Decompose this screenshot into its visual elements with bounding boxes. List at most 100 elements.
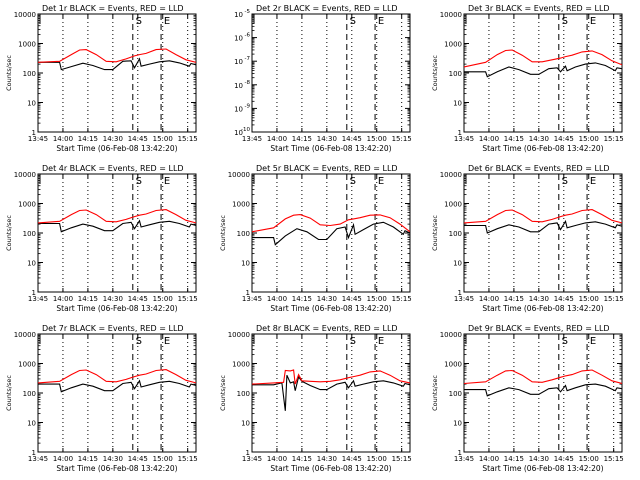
y-tick-label: 10 bbox=[234, 129, 243, 137]
y-tick-exponent: -6 bbox=[245, 33, 251, 39]
panel-title: Det 1r BLACK = Events, RED = LLD bbox=[42, 4, 184, 13]
y-tick-label: 1 bbox=[32, 289, 36, 297]
x-tick-label: 14:30 bbox=[529, 295, 549, 303]
y-tick-label: 100 bbox=[23, 230, 36, 238]
y-tick-label: 1 bbox=[458, 289, 462, 297]
x-tick-label: 14:00 bbox=[479, 295, 499, 303]
panel-title: Det 3r BLACK = Events, RED = LLD bbox=[468, 4, 610, 13]
marker-label-e: E bbox=[590, 176, 596, 187]
y-tick-label: 10000 bbox=[14, 171, 36, 179]
x-axis-label: Start Time (06-Feb-08 13:42:20) bbox=[270, 144, 391, 153]
series-line-lld bbox=[464, 209, 622, 224]
y-tick-label: 1 bbox=[458, 129, 462, 137]
y-tick-label: 100 bbox=[449, 70, 462, 78]
panel-det-2: Det 2r BLACK = Events, RED = LLD 13:45 14:… bbox=[234, 4, 412, 153]
y-tick-label: 10000 bbox=[14, 11, 36, 19]
series-line-events bbox=[38, 379, 196, 393]
y-tick-label: 1000 bbox=[444, 41, 462, 49]
x-tick-label: 15:15 bbox=[604, 295, 624, 303]
x-tick-label: 15:15 bbox=[392, 295, 412, 303]
x-tick-label: 15:15 bbox=[392, 455, 412, 463]
series-line-events bbox=[464, 383, 622, 397]
panel-title: Det 5r BLACK = Events, RED = LLD bbox=[256, 164, 398, 173]
y-axis-label: Counts/sec bbox=[219, 375, 227, 411]
y-tick-label: 100 bbox=[237, 230, 250, 238]
y-tick-label: 10000 bbox=[440, 11, 462, 19]
x-tick-label: 15:15 bbox=[178, 295, 198, 303]
x-axis-label: Start Time (06-Feb-08 13:42:20) bbox=[482, 144, 603, 153]
y-tick-label: 10 bbox=[27, 260, 36, 268]
x-tick-label: 14:30 bbox=[529, 135, 549, 143]
x-tick-label: 14:15 bbox=[504, 295, 524, 303]
y-tick-label: 10 bbox=[234, 58, 243, 66]
x-tick-label: 14:45 bbox=[128, 295, 148, 303]
marker-label-s: S bbox=[350, 176, 356, 187]
y-tick-label: 100 bbox=[237, 390, 250, 398]
y-tick-label: 10000 bbox=[440, 171, 462, 179]
x-tick-label: 14:30 bbox=[103, 135, 123, 143]
y-tick-label: 10 bbox=[27, 420, 36, 428]
y-tick-label: 10000 bbox=[440, 331, 462, 339]
series-line-events bbox=[252, 221, 410, 246]
x-tick-label: 15:15 bbox=[392, 135, 412, 143]
y-tick-label: 10 bbox=[234, 11, 243, 19]
x-axis-label: Start Time (06-Feb-08 13:42:20) bbox=[482, 464, 603, 473]
x-tick-label: 15:00 bbox=[367, 135, 387, 143]
plot-frame bbox=[37, 13, 197, 133]
y-tick-exponent: -10 bbox=[241, 127, 250, 133]
x-tick-label: 15:00 bbox=[579, 455, 599, 463]
x-tick-label: 14:30 bbox=[317, 135, 337, 143]
x-tick-label: 15:00 bbox=[153, 295, 173, 303]
y-tick-exponent: -7 bbox=[245, 56, 251, 62]
marker-label-e: E bbox=[590, 16, 596, 27]
y-tick-label: 1000 bbox=[18, 41, 36, 49]
series-line-lld bbox=[38, 369, 196, 384]
y-tick-label: 10 bbox=[234, 35, 243, 43]
x-axis-label: Start Time (06-Feb-08 13:42:20) bbox=[56, 304, 177, 313]
marker-label-e: E bbox=[378, 336, 384, 347]
series-line-lld bbox=[38, 209, 196, 224]
y-tick-label: 10000 bbox=[228, 331, 250, 339]
y-tick-label: 100 bbox=[23, 70, 36, 78]
y-tick-label: 1 bbox=[246, 289, 250, 297]
marker-label-s: S bbox=[136, 16, 142, 27]
x-tick-label: 13:45 bbox=[242, 295, 262, 303]
x-tick-label: 14:45 bbox=[342, 135, 362, 143]
x-tick-label: 14:00 bbox=[267, 455, 287, 463]
x-tick-label: 14:45 bbox=[554, 455, 574, 463]
y-tick-exponent: -5 bbox=[245, 9, 251, 15]
series-line-events bbox=[464, 219, 622, 234]
x-tick-label: 13:45 bbox=[454, 455, 474, 463]
x-tick-label: 14:15 bbox=[78, 455, 98, 463]
y-tick-label: 10 bbox=[27, 100, 36, 108]
x-tick-label: 15:15 bbox=[604, 455, 624, 463]
y-tick-label: 1 bbox=[32, 449, 36, 457]
y-tick-label: 1000 bbox=[444, 201, 462, 209]
x-tick-label: 15:00 bbox=[153, 455, 173, 463]
x-axis-label: Start Time (06-Feb-08 13:42:20) bbox=[270, 304, 391, 313]
panel-title: Det 9r BLACK = Events, RED = LLD bbox=[468, 324, 610, 333]
series-line-lld bbox=[464, 369, 622, 385]
y-tick-label: 10 bbox=[234, 82, 243, 90]
panel-title: Det 6r BLACK = Events, RED = LLD bbox=[468, 164, 610, 173]
x-tick-label: 14:15 bbox=[504, 455, 524, 463]
marker-label-e: E bbox=[164, 336, 170, 347]
marker-label-e: E bbox=[164, 176, 170, 187]
x-tick-label: 14:45 bbox=[342, 455, 362, 463]
y-tick-label: 1 bbox=[458, 449, 462, 457]
x-tick-label: 14:15 bbox=[78, 135, 98, 143]
x-tick-label: 13:45 bbox=[28, 295, 48, 303]
plot-frame bbox=[251, 173, 411, 293]
x-tick-label: 14:15 bbox=[292, 135, 312, 143]
y-tick-label: 1 bbox=[246, 449, 250, 457]
x-tick-label: 14:45 bbox=[128, 135, 148, 143]
panel-det-4: Det 4r BLACK = Events, RED = LLD 13:45 14:… bbox=[5, 164, 198, 313]
x-tick-label: 15:00 bbox=[579, 135, 599, 143]
x-tick-label: 15:00 bbox=[367, 295, 387, 303]
series-line-lld bbox=[252, 214, 410, 233]
y-tick-label: 1 bbox=[32, 129, 36, 137]
x-tick-label: 15:15 bbox=[178, 455, 198, 463]
marker-label-s: S bbox=[562, 336, 568, 347]
series-line-events bbox=[38, 57, 196, 71]
